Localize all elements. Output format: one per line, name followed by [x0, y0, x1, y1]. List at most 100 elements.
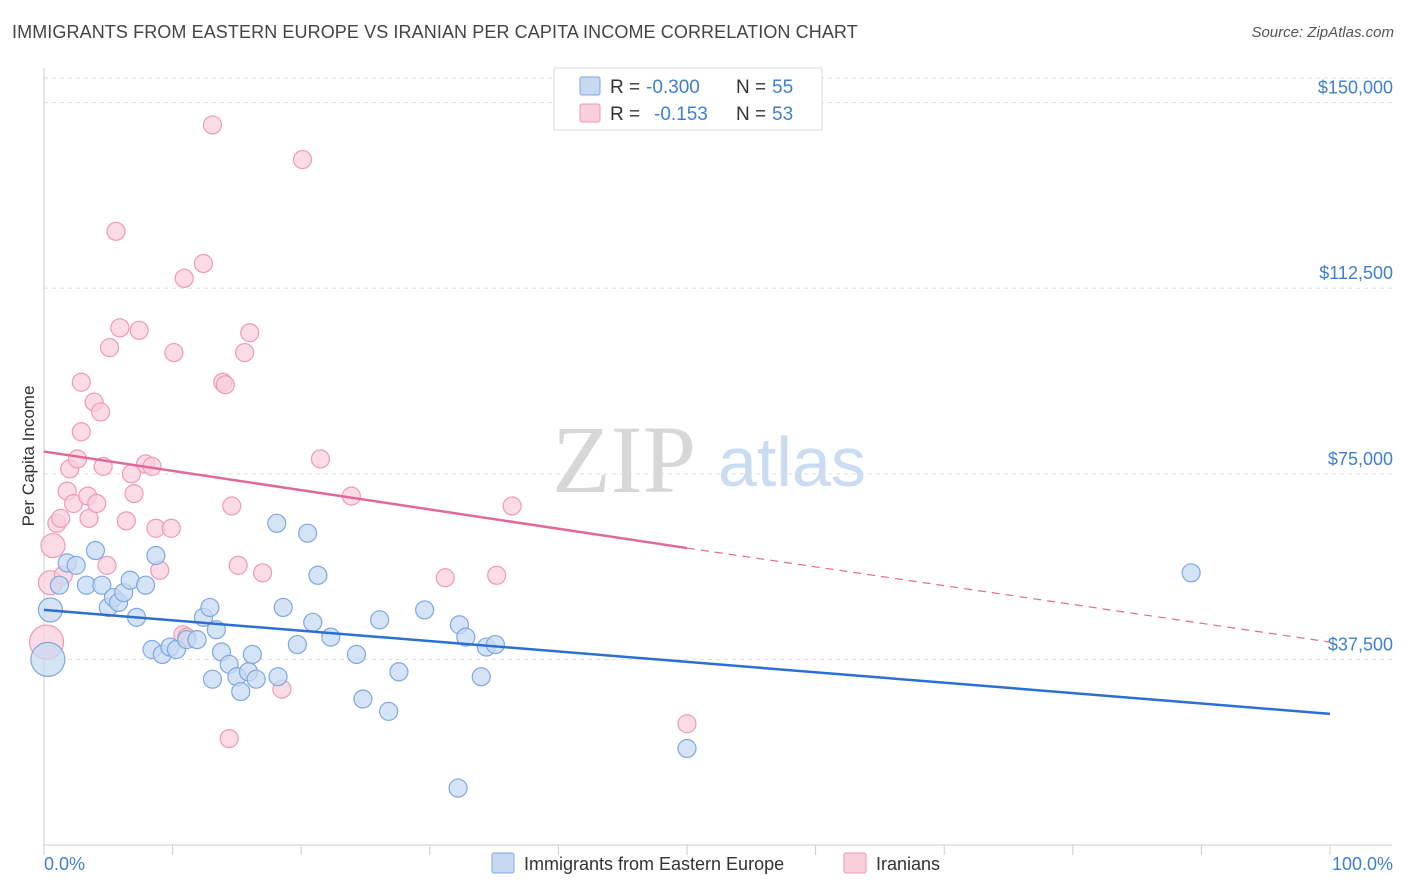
- iranians-point-50: [487, 565, 507, 585]
- iranians-point-19: [99, 338, 120, 358]
- source-credit: Source: ZipAtlas.com: [1251, 24, 1394, 41]
- eastern-europe-point-40: [321, 627, 341, 647]
- watermark: ZIP atlas: [552, 406, 866, 513]
- eastern-europe-point-23: [200, 597, 220, 618]
- iranians-point-11: [71, 422, 91, 442]
- iranians-point-46: [292, 149, 313, 170]
- eastern-europe-point-38: [303, 612, 323, 632]
- iranians-point-47: [310, 449, 331, 469]
- iranians-point-39: [219, 728, 239, 749]
- eastern-europe-point-21: [187, 630, 207, 650]
- series-legend: Immigrants from Eastern Europe Iranians: [491, 852, 940, 874]
- correlation-legend: R = -0.300 N = 55 R = -0.153 N = 53: [553, 67, 823, 131]
- y-tick-label-0: $37,500: [1328, 634, 1393, 654]
- eastern-europe-point-54: [1181, 563, 1201, 583]
- iranians-point-15: [87, 493, 107, 514]
- iranians-point-38: [215, 375, 235, 395]
- legend-swatch-blue: [579, 76, 601, 96]
- eastern-europe-point-32: [246, 669, 266, 689]
- eastern-europe-point-31: [242, 644, 262, 665]
- y-tick-label-2: $112,500: [1319, 263, 1393, 283]
- eastern-europe-point-14: [135, 575, 156, 595]
- legend-r-value-blue: -0.300: [646, 77, 700, 98]
- eastern-europe-points: [30, 513, 1201, 798]
- iranians-point-10: [71, 372, 91, 392]
- legend-swatch-pink: [579, 103, 601, 123]
- eastern-europe-point-47: [448, 778, 468, 798]
- iranians-point-20: [106, 221, 126, 241]
- iranians-point-43: [240, 323, 260, 343]
- legend-r-label-blue: R =: [610, 77, 640, 98]
- iranians-point-42: [235, 342, 255, 363]
- eastern-europe-point-46: [415, 600, 435, 620]
- iranians-point-52: [677, 714, 697, 734]
- x-tick-label-min: 0.0%: [44, 854, 85, 874]
- iranians-point-30: [161, 518, 181, 538]
- watermark-zip: ZIP: [552, 406, 696, 513]
- y-tick-label-3: $150,000: [1318, 78, 1393, 98]
- legend-r-value-pink: -0.153: [654, 104, 708, 125]
- eastern-europe-point-0: [30, 641, 66, 678]
- eastern-europe-point-34: [268, 667, 288, 687]
- iranians-point-49: [435, 568, 455, 588]
- iranians-point-13: [79, 508, 99, 528]
- trend-lines: [43, 450, 1331, 716]
- eastern-europe-point-37: [298, 523, 318, 543]
- eastern-europe-point-36: [287, 634, 307, 655]
- eastern-europe-point-42: [353, 689, 373, 709]
- legend-n-label-blue: N =: [736, 77, 766, 98]
- eastern-europe-point-24: [202, 669, 223, 689]
- eastern-europe-point-6: [85, 540, 106, 561]
- iranians-point-51: [502, 496, 522, 516]
- eastern-europe-point-43: [370, 610, 390, 630]
- eastern-europe-point-7: [92, 575, 112, 595]
- iranians-point-21: [110, 318, 130, 338]
- eastern-europe-point-2: [49, 575, 70, 595]
- eastern-europe-point-53: [677, 738, 697, 759]
- iranians-point-44: [253, 563, 273, 583]
- legend-n-label-pink: N =: [736, 104, 766, 125]
- iranians-point-9: [67, 449, 88, 469]
- x-tick-label-max: 100.0%: [1332, 854, 1393, 874]
- eastern-europe-point-45: [389, 662, 409, 682]
- iranians-point-24: [124, 484, 144, 504]
- trend-line-eastern-europe: [43, 608, 1331, 716]
- eastern-europe-point-35: [273, 597, 293, 618]
- bottom-legend-label-blue: Immigrants from Eastern Europe: [524, 854, 784, 874]
- iranians-point-36: [202, 115, 223, 135]
- iranians-point-16: [90, 402, 111, 422]
- iranians-point-25: [129, 320, 149, 340]
- eastern-europe-point-39: [308, 565, 328, 585]
- axes: [43, 68, 1392, 846]
- iranians-point-33: [174, 268, 194, 288]
- iranians-point-22: [116, 511, 136, 531]
- legend-r-label-pink: R =: [610, 104, 640, 125]
- eastern-europe-point-33: [267, 513, 287, 533]
- eastern-europe-point-16: [146, 545, 166, 566]
- iranians-point-18: [97, 555, 117, 575]
- legend-n-value-pink: 53: [772, 104, 793, 125]
- eastern-europe-point-50: [471, 667, 491, 687]
- eastern-europe-point-52: [485, 634, 505, 655]
- eastern-europe-point-4: [66, 555, 86, 575]
- iranians-point-35: [193, 253, 214, 274]
- iranians-point-31: [164, 342, 184, 363]
- trend-line-iranians: [43, 450, 688, 550]
- legend-n-value-blue: 55: [772, 77, 793, 98]
- eastern-europe-point-29: [231, 681, 251, 702]
- iranians-point-40: [222, 496, 242, 516]
- x-ticks: [43, 845, 1331, 855]
- trend-line-iranians-extension: [686, 547, 1331, 643]
- chart-title: IMMIGRANTS FROM EASTERN EUROPE VS IRANIA…: [12, 22, 858, 42]
- eastern-europe-point-49: [456, 627, 476, 647]
- eastern-europe-point-44: [379, 701, 399, 721]
- bottom-legend-label-pink: Iranians: [876, 854, 940, 874]
- bottom-legend-swatch-blue: [491, 852, 515, 874]
- y-axis-label: Per Capita Income: [19, 386, 38, 527]
- eastern-europe-point-41: [346, 644, 367, 665]
- y-tick-label-1: $75,000: [1328, 449, 1393, 469]
- iranians-point-41: [228, 555, 248, 575]
- iranians-point-4: [51, 508, 71, 528]
- watermark-atlas: atlas: [718, 423, 866, 501]
